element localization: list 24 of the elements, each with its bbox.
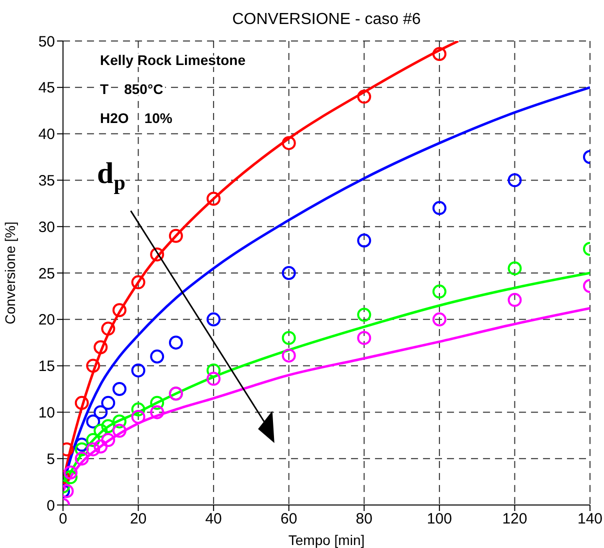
annotation: Kelly Rock Limestone (100, 52, 246, 68)
y-tick-label: 40 (38, 126, 55, 144)
x-tick-label: 60 (280, 510, 298, 528)
chart-title: CONVERSIONE - caso #6 (232, 11, 421, 28)
y-tick-label: 30 (38, 218, 55, 236)
x-tick-label: 140 (577, 510, 603, 528)
x-tick-label: 0 (58, 510, 68, 528)
y-tick-label: 45 (38, 80, 55, 97)
x-tick-label: 120 (502, 510, 528, 528)
y-tick-label: 35 (38, 172, 55, 190)
y-tick-label: 20 (38, 312, 55, 329)
y-tick-label: 25 (38, 265, 55, 282)
y-axis-title: Conversione [%] (2, 222, 18, 324)
x-tick-label: 80 (356, 510, 372, 528)
y-tick-label: 0 (46, 497, 55, 514)
x-axis-title: Tempo [min] (288, 532, 365, 548)
y-tick-label: 10 (38, 404, 55, 422)
y-tick-label: 50 (38, 33, 55, 50)
x-tick-label: 40 (205, 510, 222, 528)
x-tick-label: 20 (130, 510, 147, 528)
x-tick-label: 100 (426, 510, 452, 528)
y-tick-label: 15 (38, 358, 55, 376)
annotation: H2O 10% (100, 110, 173, 126)
y-tick-label: 5 (46, 450, 55, 468)
